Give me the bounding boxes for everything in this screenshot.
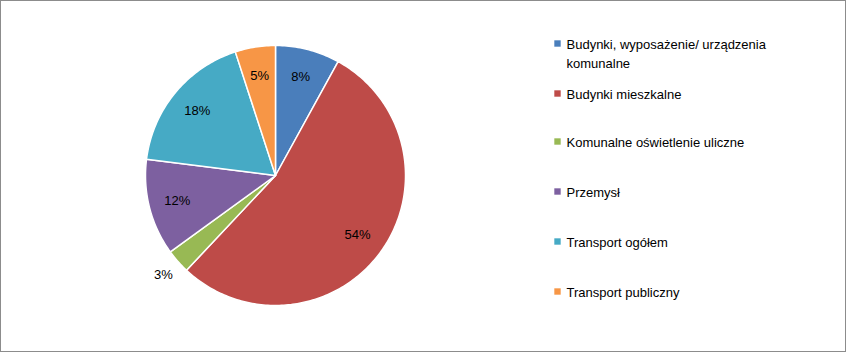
svg-text:5%: 5%	[250, 68, 269, 83]
svg-text:Budynki mieszkalne: Budynki mieszkalne	[567, 87, 682, 102]
svg-text:12%: 12%	[164, 193, 190, 208]
svg-text:Budynki, wyposażenie/ urządzen: Budynki, wyposażenie/ urządzeniakomunaln…	[567, 37, 767, 71]
svg-text:Transport publiczny: Transport publiczny	[567, 285, 680, 300]
svg-text:8%: 8%	[291, 69, 310, 84]
svg-text:Transport ogółem: Transport ogółem	[567, 235, 668, 250]
svg-text:Komunalne oświetlenie uliczne: Komunalne oświetlenie uliczne	[567, 135, 745, 150]
svg-text:3%: 3%	[154, 267, 173, 282]
svg-text:54%: 54%	[345, 227, 371, 242]
svg-text:Przemysł: Przemysł	[567, 185, 621, 200]
svg-text:18%: 18%	[184, 103, 210, 118]
